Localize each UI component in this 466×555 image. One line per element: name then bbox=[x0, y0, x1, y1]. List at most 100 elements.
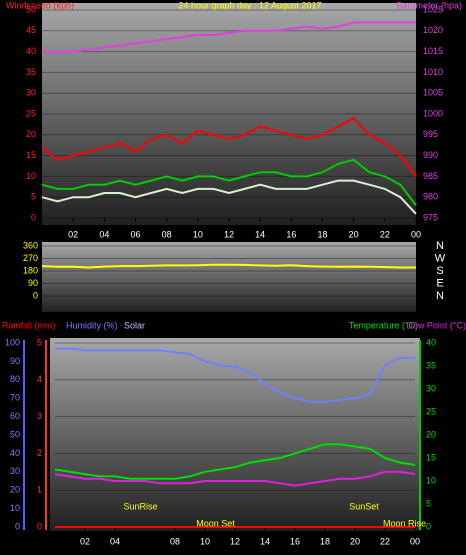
y2-tick-label: 100 bbox=[5, 337, 20, 347]
y3-tick-label: 40 bbox=[426, 337, 436, 347]
y2-tick-label: 995 bbox=[423, 129, 438, 139]
y2-tick-label: 1025 bbox=[423, 4, 443, 14]
y-tick-label: 0 bbox=[33, 290, 38, 300]
y-tick-label: 2 bbox=[37, 448, 42, 458]
x-tick-label: 04 bbox=[110, 536, 120, 546]
annotation: Moon Rise bbox=[383, 518, 426, 528]
x-tick-label: 10 bbox=[200, 536, 210, 546]
y-tick-label: 25 bbox=[26, 108, 36, 118]
y3-tick-label: 5 bbox=[426, 498, 431, 508]
y2-tick-label: 990 bbox=[423, 150, 438, 160]
y2-tick-label: S bbox=[436, 265, 443, 277]
y-tick-label: 15 bbox=[26, 150, 36, 160]
y2-axis-label: Barometer (hpa) bbox=[396, 0, 462, 10]
y3-tick-label: 20 bbox=[426, 429, 436, 439]
series-line bbox=[41, 158, 417, 207]
y-axis-label: Windspeed (kph) bbox=[6, 0, 74, 10]
x-tick-label: 02 bbox=[68, 229, 78, 239]
x-tick-label: 08 bbox=[170, 536, 180, 546]
y-tick-label: 20 bbox=[26, 129, 36, 139]
annotation: SunRise bbox=[123, 501, 157, 511]
y2-tick-label: N bbox=[436, 290, 444, 302]
y2-tick-label: 50 bbox=[10, 429, 20, 439]
y2-tick-label: W bbox=[435, 252, 446, 264]
y2-tick-label: N bbox=[436, 240, 444, 252]
y2-tick-label: 1010 bbox=[423, 67, 443, 77]
y2-tick-label: 10 bbox=[10, 503, 20, 513]
y-tick-label: 90 bbox=[28, 278, 38, 288]
y2-tick-label: 40 bbox=[10, 448, 20, 458]
x-tick-label: 22 bbox=[380, 536, 390, 546]
y2-tick-label: 975 bbox=[423, 212, 438, 222]
y3-tick-label: 30 bbox=[426, 383, 436, 393]
y-tick-label: 3 bbox=[37, 411, 42, 421]
y2-tick-label: 70 bbox=[10, 393, 20, 403]
x-tick-label: 14 bbox=[260, 536, 270, 546]
x-tick-label: 20 bbox=[349, 229, 359, 239]
y2-tick-label: 0 bbox=[15, 521, 20, 531]
y-tick-label: 180 bbox=[23, 265, 38, 275]
y2-tick-label: 985 bbox=[423, 171, 438, 181]
y-tick-label: 5 bbox=[31, 192, 36, 202]
x-tick-label: 14 bbox=[255, 229, 265, 239]
y-tick-label: 0 bbox=[37, 521, 42, 531]
x-tick-label: 08 bbox=[162, 229, 172, 239]
x-tick-label: 10 bbox=[193, 229, 203, 239]
plot-background bbox=[42, 3, 416, 225]
legend-entry: Humidity (%) bbox=[66, 320, 118, 330]
y-tick-label: 360 bbox=[23, 240, 38, 250]
x-tick-label: 16 bbox=[290, 536, 300, 546]
annotation: Moon Set bbox=[196, 518, 235, 528]
series-line bbox=[55, 347, 415, 403]
solar-label: Solar bbox=[124, 320, 145, 330]
x-tick-label: 20 bbox=[350, 536, 360, 546]
y-tick-label: 50 bbox=[26, 4, 36, 14]
y-tick-label: 30 bbox=[26, 88, 36, 98]
y-tick-label: 5 bbox=[37, 337, 42, 347]
y3-tick-label: 10 bbox=[426, 475, 436, 485]
y2-tick-label: 30 bbox=[10, 466, 20, 476]
legend-entry: Temperature (°C) bbox=[349, 320, 418, 330]
y-tick-label: 10 bbox=[26, 171, 36, 181]
plot-background bbox=[42, 242, 416, 312]
x-tick-label: 04 bbox=[99, 229, 109, 239]
series-line bbox=[41, 179, 417, 215]
y3-tick-label: 0 bbox=[426, 521, 431, 531]
series-line bbox=[41, 263, 416, 269]
x-tick-label: 22 bbox=[380, 229, 390, 239]
y-tick-label: 40 bbox=[26, 46, 36, 56]
x-tick-label: 12 bbox=[230, 536, 240, 546]
y2-tick-label: 90 bbox=[10, 356, 20, 366]
y2-tick-label: 20 bbox=[10, 485, 20, 495]
x-tick-label: 00 bbox=[411, 229, 421, 239]
x-tick-label: 12 bbox=[224, 229, 234, 239]
y3-tick-label: 25 bbox=[426, 406, 436, 416]
y2-tick-label: 80 bbox=[10, 374, 20, 384]
series-line bbox=[54, 470, 416, 487]
y-tick-label: 0 bbox=[31, 212, 36, 222]
y2-tick-label: 60 bbox=[10, 411, 20, 421]
legend-entry: Dew Point (°C) bbox=[406, 320, 466, 330]
series-line bbox=[54, 443, 416, 480]
y-tick-label: 35 bbox=[26, 67, 36, 77]
series-line bbox=[41, 116, 417, 177]
y2-tick-label: 980 bbox=[423, 192, 438, 202]
x-tick-label: 06 bbox=[130, 229, 140, 239]
y2-tick-label: 1020 bbox=[423, 25, 443, 35]
series-line bbox=[42, 21, 416, 53]
x-tick-label: 00 bbox=[410, 536, 420, 546]
y2-tick-label: E bbox=[436, 277, 443, 289]
plot-background bbox=[50, 338, 420, 531]
y-tick-label: 45 bbox=[26, 25, 36, 35]
y-tick-label: 4 bbox=[37, 374, 42, 384]
y2-tick-label: 1015 bbox=[423, 46, 443, 56]
x-tick-label: 18 bbox=[320, 536, 330, 546]
chart-title: 24 hour graph day : 12 August 2017 bbox=[178, 0, 321, 10]
x-tick-label: 02 bbox=[80, 536, 90, 546]
annotation: SunSet bbox=[349, 501, 379, 511]
y2-tick-label: 1000 bbox=[423, 108, 443, 118]
y3-tick-label: 35 bbox=[426, 360, 436, 370]
